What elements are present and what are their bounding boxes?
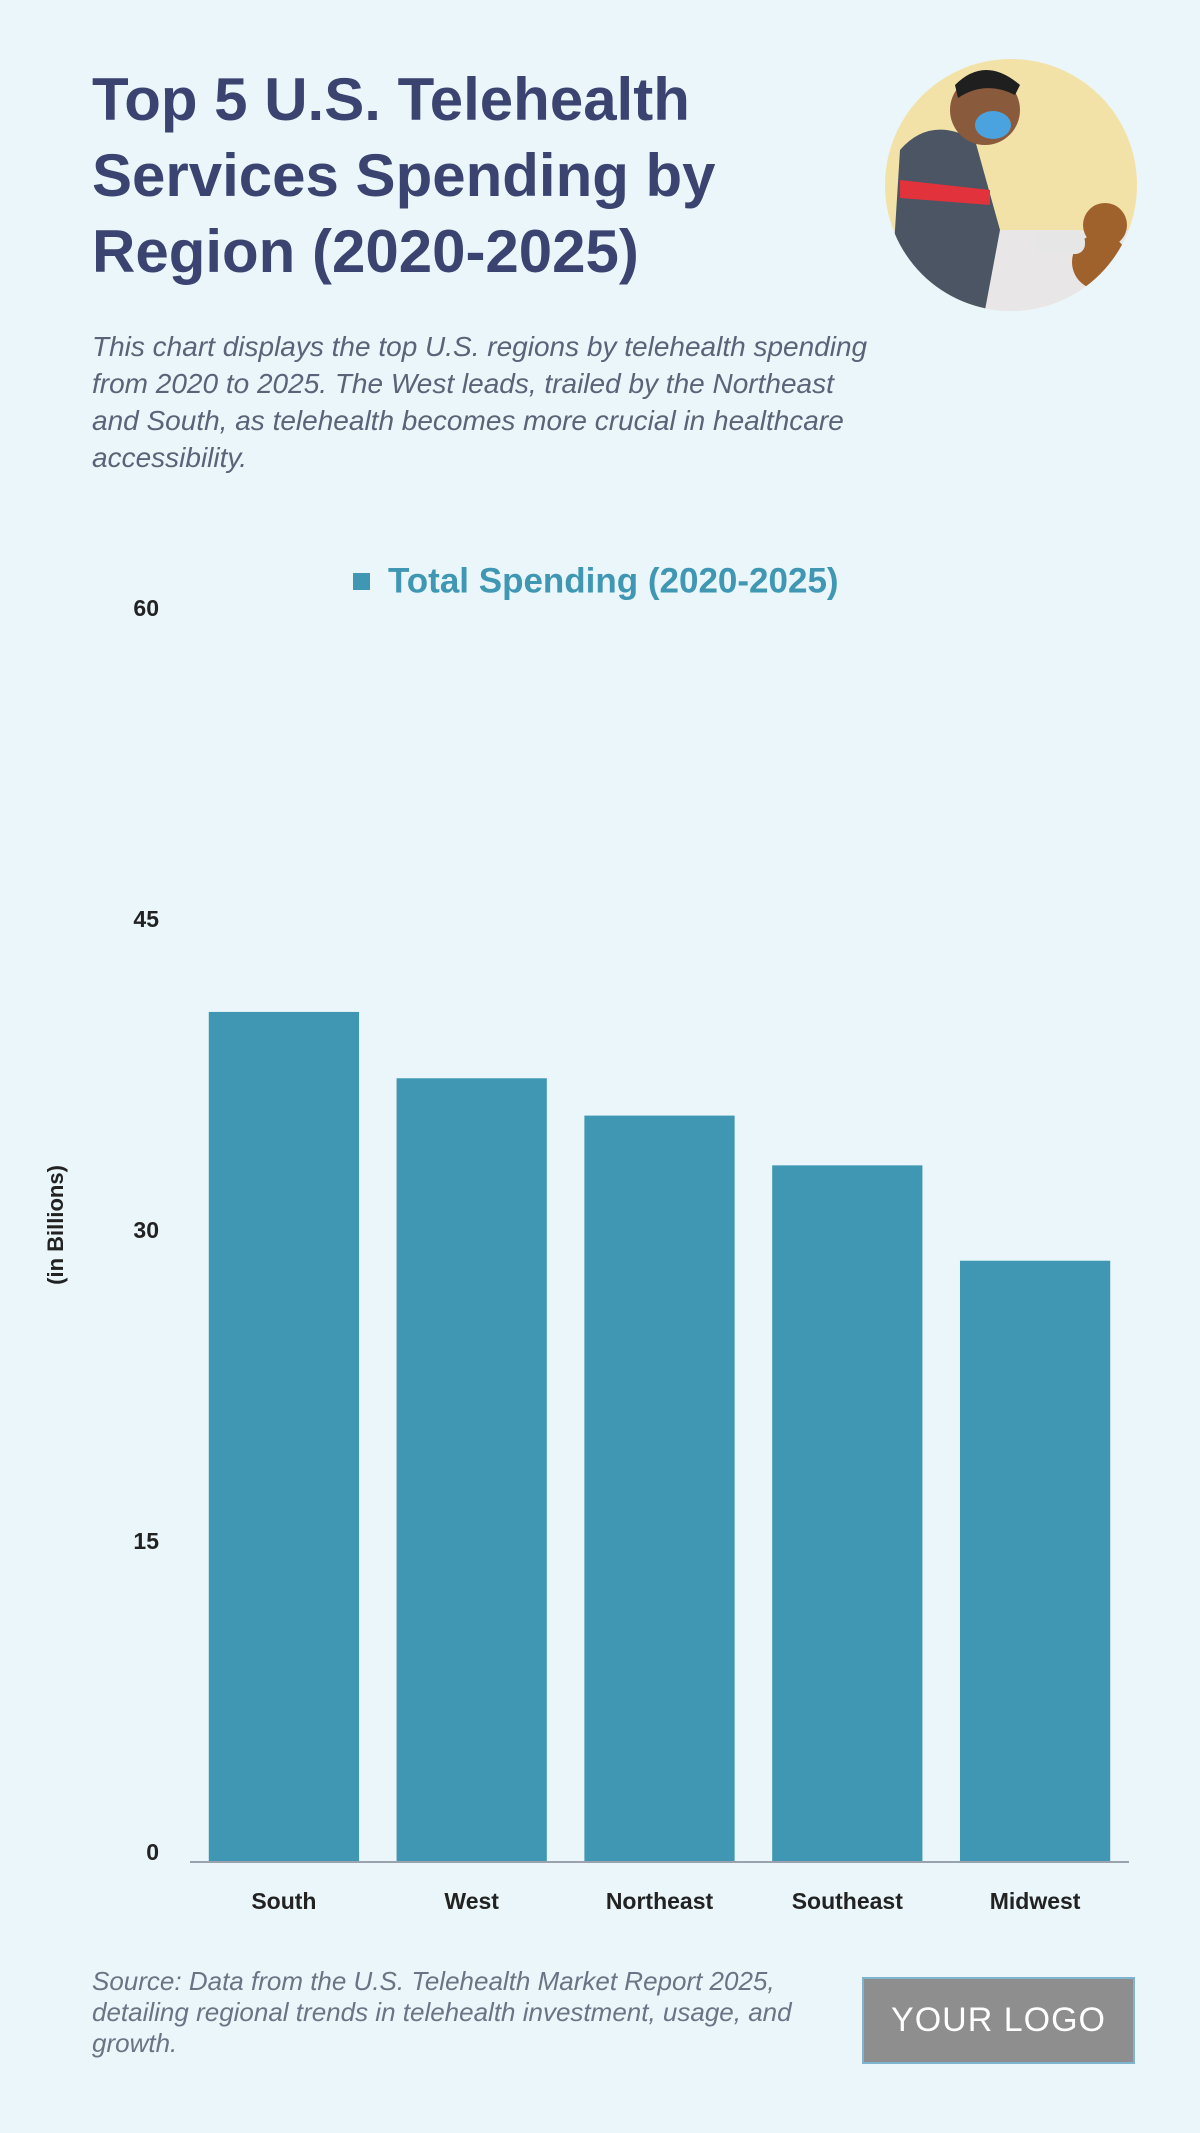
x-tick-label: Southeast: [792, 1888, 904, 1914]
y-tick-label: 15: [133, 1528, 159, 1554]
x-tick-label: South: [251, 1888, 316, 1914]
chart-title: Top 5 U.S. Telehealth Services Spending …: [92, 66, 716, 285]
photo: [885, 59, 1137, 311]
bar: [772, 1165, 923, 1862]
bar: [959, 1260, 1111, 1862]
y-tick-label: 45: [133, 906, 159, 932]
logo: YOUR LOGO: [862, 1977, 1135, 2064]
y-tick-label: 30: [133, 1217, 159, 1243]
y-tick-label: 60: [133, 595, 159, 621]
bar: [584, 1115, 735, 1862]
bar: [208, 1011, 360, 1862]
bar: [396, 1078, 547, 1862]
legend-swatch: [353, 573, 370, 590]
y-axis-title: (in Billions): [43, 1165, 68, 1285]
chart-subtitle: This chart displays the top U.S. regions…: [92, 331, 868, 473]
y-tick-label: 0: [146, 1839, 159, 1865]
x-tick-label: Midwest: [990, 1888, 1081, 1914]
legend-label: Total Spending (2020-2025): [388, 561, 839, 600]
source-note: Source: Data from the U.S. Telehealth Ma…: [92, 1966, 792, 2058]
x-tick-label: West: [444, 1888, 499, 1914]
x-tick-label: Northeast: [606, 1888, 714, 1914]
